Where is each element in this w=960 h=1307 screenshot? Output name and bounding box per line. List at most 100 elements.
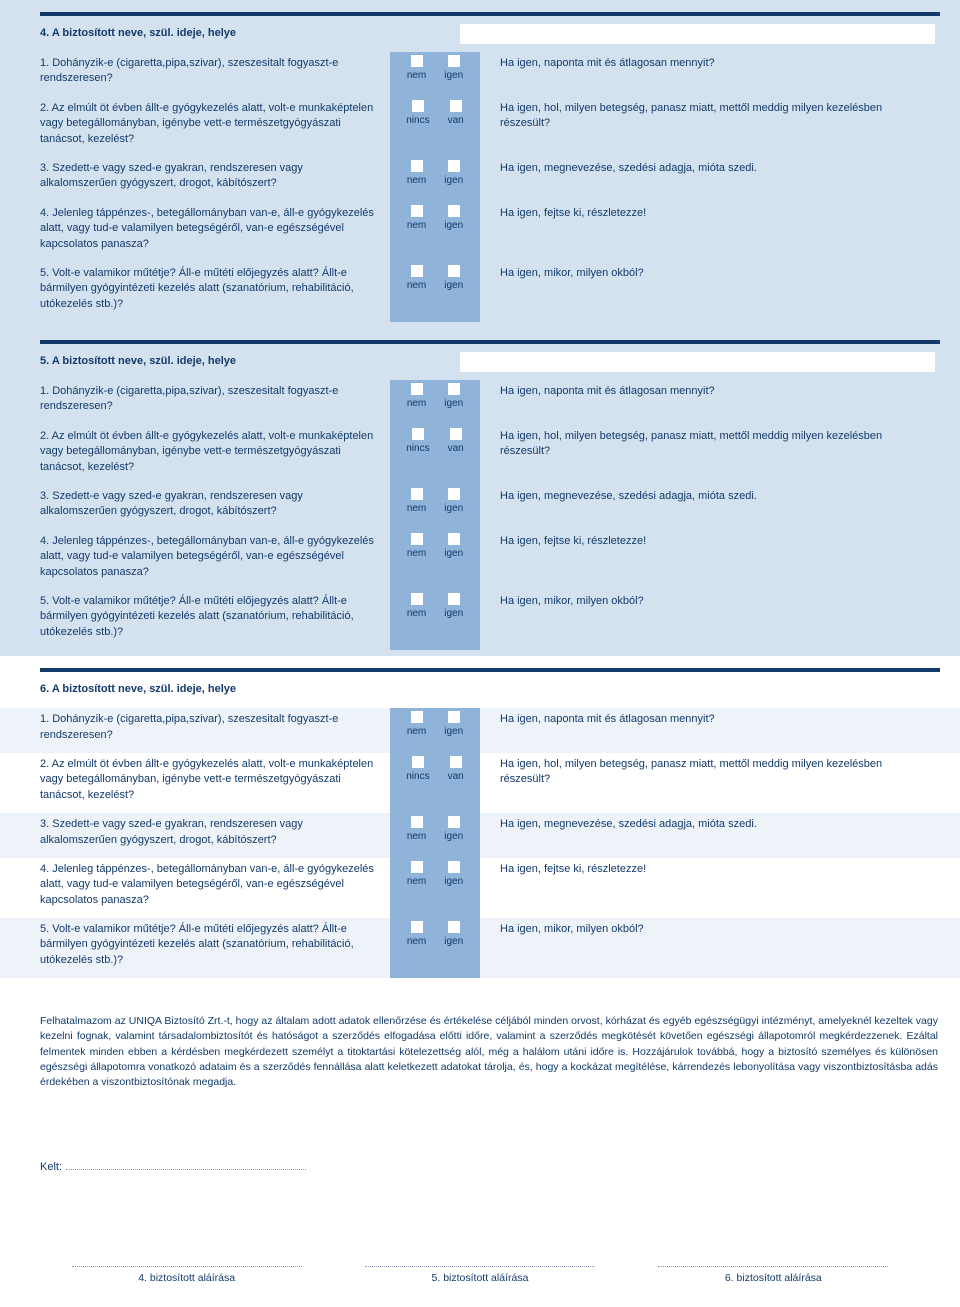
checkbox-opt1[interactable] xyxy=(411,861,423,873)
checkbox-label: igen xyxy=(444,69,463,83)
checkbox-label: nem xyxy=(407,219,426,233)
checkbox-opt1[interactable] xyxy=(411,533,423,545)
checkbox-panel: nem igen xyxy=(390,202,480,262)
checkbox-opt2[interactable] xyxy=(448,921,460,933)
name-input[interactable] xyxy=(460,680,935,700)
kelt-label: Kelt: xyxy=(40,1161,62,1173)
question-text: 4. Jelenleg táppénzes-, betegállományban… xyxy=(40,530,390,590)
checkbox-opt2[interactable] xyxy=(448,816,460,828)
checkbox-opt2[interactable] xyxy=(448,205,460,217)
checkbox-opt2[interactable] xyxy=(448,488,460,500)
checkbox-label: igen xyxy=(444,875,463,889)
checkbox-label: nem xyxy=(407,69,426,83)
question-text: 3. Szedett-e vagy szed-e gyakran, rendsz… xyxy=(40,485,390,530)
checkbox-label: nem xyxy=(407,279,426,293)
checkbox-panel: nincs van xyxy=(390,753,480,813)
kelt-input-line[interactable] xyxy=(66,1169,306,1170)
checkbox-panel: nincsvan xyxy=(390,425,480,485)
checkbox-panel: nemigen xyxy=(390,918,480,978)
question-text: 4. Jelenleg táppénzes-, betegállományban… xyxy=(40,858,390,918)
checkbox-label: igen xyxy=(444,935,463,949)
name-input[interactable] xyxy=(460,352,935,372)
followup-prompt: Ha igen, fejtse ki, részletezze! xyxy=(480,858,960,918)
authorization-text: Felhatalmazom az UNIQA Biztosító Zrt.-t,… xyxy=(0,984,960,1100)
signature-line[interactable] xyxy=(365,1266,595,1267)
section-title: 5. A biztosított neve, szül. ideje, hely… xyxy=(40,354,460,369)
signature-label: 5. biztosított aláírása xyxy=(355,1271,605,1286)
followup-prompt: Ha igen, megnevezése, szedési adagja, mi… xyxy=(480,157,960,202)
followup-prompt: Ha igen, mikor, milyen okból? xyxy=(480,918,960,978)
checkbox-opt1[interactable] xyxy=(412,100,424,112)
checkbox-opt2[interactable] xyxy=(448,265,460,277)
checkbox-label: nem xyxy=(407,607,426,621)
checkbox-opt2[interactable] xyxy=(448,861,460,873)
checkbox-label: igen xyxy=(444,397,463,411)
followup-prompt: Ha igen, naponta mit és átlagosan mennyi… xyxy=(480,708,960,753)
checkbox-label: van xyxy=(448,770,464,784)
checkbox-panel: nemigen xyxy=(390,262,480,322)
checkbox-opt2[interactable] xyxy=(448,533,460,545)
checkbox-opt1[interactable] xyxy=(411,711,423,723)
checkbox-panel: nincsvan xyxy=(390,97,480,157)
name-input[interactable] xyxy=(460,24,935,44)
checkbox-opt1[interactable] xyxy=(411,205,423,217)
checkbox-opt1[interactable] xyxy=(411,488,423,500)
checkbox-opt1[interactable] xyxy=(412,428,424,440)
checkbox-panel: nem igen xyxy=(390,530,480,590)
question-text: 5. Volt-e valamikor műtétje? Áll-e műtét… xyxy=(40,262,390,322)
question-text: 2. Az elmúlt öt évben állt-e gyógykezelé… xyxy=(40,425,390,485)
checkbox-label: nem xyxy=(407,502,426,516)
checkbox-label: nincs xyxy=(406,442,429,456)
checkbox-opt1[interactable] xyxy=(411,160,423,172)
question-text: 1. Dohányzik-e (cigaretta,pipa,szivar), … xyxy=(40,708,390,753)
signature-line[interactable] xyxy=(72,1266,302,1267)
checkbox-panel: nemigen xyxy=(390,157,480,202)
checkbox-label: nincs xyxy=(406,770,429,784)
checkbox-label: nincs xyxy=(406,114,429,128)
checkbox-panel: nem igen xyxy=(390,813,480,858)
checkbox-opt2[interactable] xyxy=(448,711,460,723)
section-header: 5. A biztosított neve, szül. ideje, hely… xyxy=(0,344,960,380)
signature-label: 4. biztosított aláírása xyxy=(62,1271,312,1286)
date-field: Kelt: xyxy=(0,1100,960,1175)
followup-prompt: Ha igen, fejtse ki, részletezze! xyxy=(480,530,960,590)
checkbox-opt1[interactable] xyxy=(412,756,424,768)
checkbox-opt1[interactable] xyxy=(411,816,423,828)
checkbox-opt1[interactable] xyxy=(411,265,423,277)
section-header: 6. A biztosított neve, szül. ideje, hely… xyxy=(0,672,960,708)
checkbox-panel: nem igen xyxy=(390,380,480,425)
question-text: 1. Dohányzik-e (cigaretta,pipa,szivar), … xyxy=(40,52,390,97)
checkbox-label: nem xyxy=(407,397,426,411)
checkbox-label: igen xyxy=(444,830,463,844)
checkbox-opt2[interactable] xyxy=(448,383,460,395)
checkbox-opt1[interactable] xyxy=(411,921,423,933)
checkbox-opt2[interactable] xyxy=(448,55,460,67)
checkbox-label: igen xyxy=(444,174,463,188)
checkbox-opt2[interactable] xyxy=(448,160,460,172)
checkbox-opt2[interactable] xyxy=(448,593,460,605)
checkbox-opt2[interactable] xyxy=(450,428,462,440)
divider xyxy=(0,328,960,344)
followup-prompt: Ha igen, hol, milyen betegség, panasz mi… xyxy=(480,425,960,485)
section-title: 4. A biztosított neve, szül. ideje, hely… xyxy=(40,26,460,41)
checkbox-label: nem xyxy=(407,875,426,889)
followup-prompt: Ha igen, mikor, milyen okból? xyxy=(480,262,960,322)
checkbox-label: igen xyxy=(444,547,463,561)
checkbox-opt2[interactable] xyxy=(450,100,462,112)
question-text: 1. Dohányzik-e (cigaretta,pipa,szivar), … xyxy=(40,380,390,425)
checkbox-opt1[interactable] xyxy=(411,55,423,67)
followup-prompt: Ha igen, hol, milyen betegség, panasz mi… xyxy=(480,97,960,157)
checkbox-opt2[interactable] xyxy=(450,756,462,768)
checkbox-opt1[interactable] xyxy=(411,383,423,395)
checkbox-opt1[interactable] xyxy=(411,593,423,605)
checkbox-label: igen xyxy=(444,219,463,233)
question-text: 2. Az elmúlt öt évben állt-e gyógykezelé… xyxy=(40,97,390,157)
followup-prompt: Ha igen, hol, milyen betegség, panasz mi… xyxy=(480,753,960,813)
checkbox-panel: nemigen xyxy=(390,708,480,753)
signature-line[interactable] xyxy=(658,1266,888,1267)
checkbox-label: igen xyxy=(444,502,463,516)
checkbox-label: nem xyxy=(407,830,426,844)
divider xyxy=(0,0,960,16)
checkbox-label: nem xyxy=(407,547,426,561)
followup-prompt: Ha igen, mikor, milyen okból? xyxy=(480,590,960,650)
